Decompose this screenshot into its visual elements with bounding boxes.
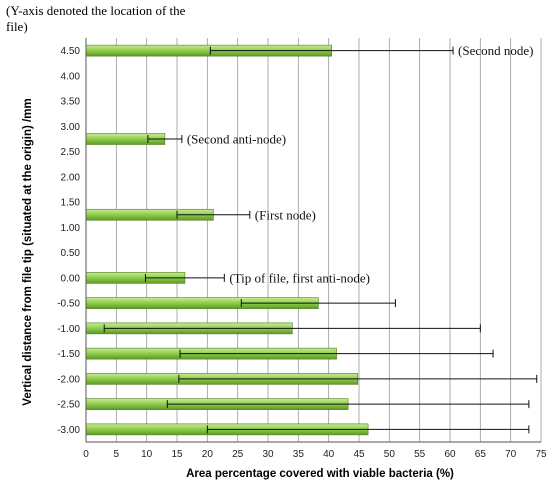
x-axis-title: Area percentage covered with viable bact… (186, 468, 454, 480)
y-tick-label: -1.50 (57, 349, 80, 360)
x-tick-label: 50 (384, 449, 396, 460)
y-tick-label: -1.00 (57, 324, 80, 335)
y-tick-label: -3.00 (57, 425, 80, 436)
y-tick-label: 2.50 (61, 147, 81, 158)
y-tick-label: 4.00 (61, 71, 81, 82)
x-tick-label: 25 (232, 449, 244, 460)
annotations: (Second node) (Second anti-node) (First no… (187, 43, 534, 285)
y-tick-label: 3.00 (61, 122, 81, 133)
bar-annotation: (Second node) (458, 43, 533, 58)
bar-annotation: (Second anti-node) (187, 132, 286, 147)
y-tick-label: 4.50 (61, 46, 81, 57)
y-tick-label: -2.50 (57, 400, 80, 411)
x-tick-label: 0 (83, 449, 89, 460)
tick-labels: 0 5 10 15 20 25 30 35 40 45 50 55 60 65 70 75 -3.00 -2.50… (57, 46, 547, 460)
x-tick-label: 65 (475, 449, 487, 460)
x-tick-label: 45 (353, 449, 365, 460)
y-tick-label: -2.00 (57, 374, 80, 385)
x-tick-label: 75 (535, 449, 547, 460)
x-tick-label: 5 (114, 449, 120, 460)
y-tick-label: 1.50 (61, 198, 81, 209)
y-tick-label: 0.50 (61, 248, 81, 259)
x-tick-label: 15 (171, 449, 183, 460)
x-tick-label: 60 (444, 449, 456, 460)
error-bars (103, 46, 538, 434)
x-tick-label: 40 (323, 449, 335, 460)
axes (85, 38, 541, 443)
x-tick-label: 55 (414, 449, 426, 460)
x-tick-label: 70 (505, 449, 517, 460)
y-tick-label: 2.00 (61, 172, 81, 183)
x-tick-label: 20 (202, 449, 214, 460)
bar-annotation: (First node) (255, 207, 316, 222)
x-tick-label: 10 (141, 449, 153, 460)
axis-location-note: (Y-axis denoted the location of the file… (6, 3, 186, 34)
y-tick-label: 0.00 (61, 273, 81, 284)
x-tick-label: 35 (293, 449, 305, 460)
bar-annotation: (Tip of file, first anti-node) (229, 270, 370, 285)
y-tick-label: 1.00 (61, 223, 81, 234)
bars (85, 44, 369, 436)
x-tick-label: 30 (262, 449, 274, 460)
y-tick-label: -0.50 (57, 299, 80, 310)
y-tick-label: 3.50 (61, 97, 81, 108)
